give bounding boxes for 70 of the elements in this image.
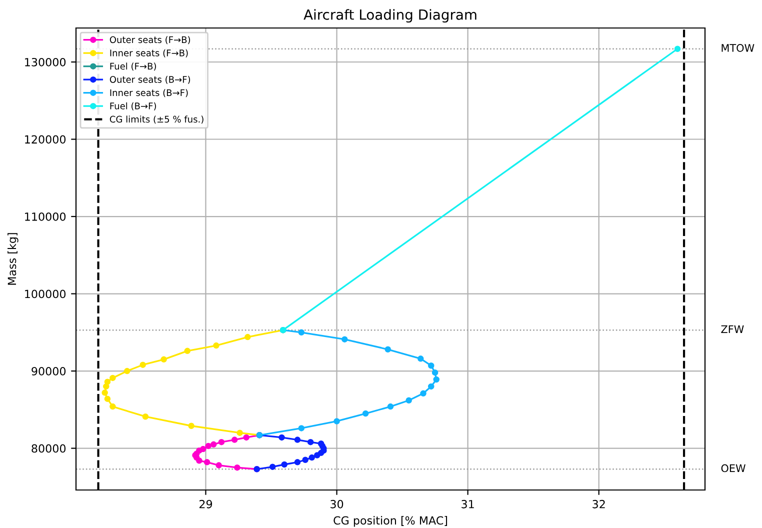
point xyxy=(432,369,438,376)
point xyxy=(420,390,426,397)
point xyxy=(205,442,212,450)
point xyxy=(307,438,314,446)
y-tick-label: 110000 xyxy=(25,212,66,221)
point xyxy=(210,441,217,448)
x-tick-label: 32 xyxy=(592,500,605,508)
point xyxy=(269,464,276,470)
x-axis-title: CG position [% MAC] xyxy=(334,516,448,527)
point xyxy=(428,362,434,369)
point xyxy=(124,368,130,374)
point xyxy=(334,418,340,424)
point xyxy=(302,456,308,463)
y-axis-title: Mass [kg] xyxy=(8,233,18,285)
y-tick-label: 100000 xyxy=(25,290,66,298)
legend-label: Fuel (B→F) xyxy=(110,102,156,110)
y-tick-label: 130000 xyxy=(25,58,66,66)
point xyxy=(384,346,392,353)
point xyxy=(140,362,146,368)
point xyxy=(104,396,111,402)
ref-line-label: OEW xyxy=(721,464,746,472)
point xyxy=(102,390,108,396)
point xyxy=(188,422,194,429)
x-tick-label: 29 xyxy=(199,500,212,508)
point xyxy=(281,461,288,468)
point xyxy=(110,403,116,410)
point xyxy=(236,430,243,436)
legend-label: Outer seats (F→B) xyxy=(110,36,190,44)
point xyxy=(298,425,305,432)
y-tick-label: 120000 xyxy=(25,135,66,144)
point xyxy=(387,403,394,410)
ref-line-label: MTOW xyxy=(722,44,754,52)
point xyxy=(433,376,440,383)
point xyxy=(243,434,250,441)
legend-label: Inner seats (B→F) xyxy=(110,89,188,98)
point xyxy=(294,459,301,466)
point xyxy=(160,356,167,363)
ref-line-label: ZFW xyxy=(721,325,744,333)
y-tick-label: 80000 xyxy=(32,444,66,453)
point xyxy=(244,334,251,340)
point xyxy=(406,397,412,404)
legend-label: Inner seats (F→B) xyxy=(110,49,188,58)
point xyxy=(213,342,220,349)
point xyxy=(428,383,434,390)
point xyxy=(278,434,285,441)
legend-label: Fuel (F→B) xyxy=(110,62,156,71)
point xyxy=(234,464,240,471)
point xyxy=(674,46,681,52)
point xyxy=(231,436,238,443)
ref-line-label: CG limits (±5 % fus.) xyxy=(110,116,204,124)
point xyxy=(104,378,111,385)
point xyxy=(294,436,301,443)
point xyxy=(110,374,116,382)
point xyxy=(216,462,222,468)
x-tick-label: 31 xyxy=(462,500,474,508)
point xyxy=(218,438,225,446)
chart-title: Aircraft Loading Diagram xyxy=(304,9,476,23)
point xyxy=(308,454,315,461)
point xyxy=(298,329,305,336)
point xyxy=(204,459,210,466)
point xyxy=(342,336,348,342)
point xyxy=(318,440,324,447)
point xyxy=(418,356,424,362)
point xyxy=(362,410,369,417)
x-tick-label: 30 xyxy=(330,500,344,508)
y-tick-label: 90000 xyxy=(32,367,66,376)
point xyxy=(184,348,191,354)
point xyxy=(142,413,149,420)
legend-label: Outer seats (B→F) xyxy=(110,76,190,84)
point xyxy=(200,446,206,452)
